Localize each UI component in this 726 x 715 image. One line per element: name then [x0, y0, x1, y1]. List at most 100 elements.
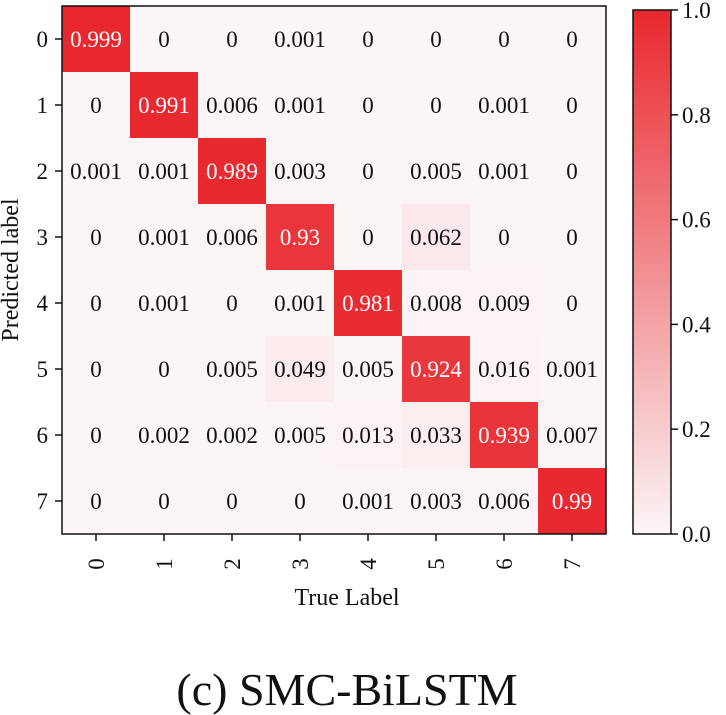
heatmap-cell [538, 336, 607, 403]
x-tick-label: 7 [560, 558, 585, 570]
cell-value-label: 0.001 [138, 225, 190, 250]
colorbar-tick-label: 0.8 [682, 103, 711, 128]
heatmap-cell [334, 336, 403, 403]
cell-value-label: 0.001 [138, 291, 190, 316]
heatmap-cell [266, 6, 335, 73]
y-tick-label: 4 [37, 291, 49, 316]
x-tick-label: 4 [356, 558, 381, 570]
cell-value-label: 0 [158, 357, 170, 382]
y-tick-label: 5 [37, 357, 49, 382]
heatmap-cell [130, 6, 199, 73]
heatmap-cell [62, 336, 131, 403]
heatmap-cell [62, 468, 131, 535]
cell-value-label: 0.005 [206, 357, 258, 382]
cell-value-label: 0.002 [206, 423, 258, 448]
cell-value-label: 0.939 [478, 423, 530, 448]
y-tick-label: 3 [37, 225, 49, 250]
heatmap-cell [470, 468, 539, 535]
heatmap-cell [538, 138, 607, 205]
cell-value-label: 0.001 [138, 159, 190, 184]
heatmap-cell [470, 72, 539, 139]
cell-value-label: 0.005 [342, 357, 394, 382]
heatmap-cell [470, 270, 539, 337]
heatmap-cell [470, 336, 539, 403]
cell-value-label: 0 [90, 225, 102, 250]
heatmap-cell [62, 204, 131, 271]
heatmap-cell [198, 204, 267, 271]
cell-value-label: 0 [158, 27, 170, 52]
heatmap-cell [402, 72, 471, 139]
cell-value-label: 0.001 [274, 27, 326, 52]
x-tick-label: 5 [424, 558, 449, 570]
cell-value-label: 0.006 [478, 489, 530, 514]
cell-value-label: 0.001 [546, 357, 598, 382]
cell-value-label: 0.989 [206, 159, 258, 184]
cell-value-label: 0 [362, 225, 374, 250]
cell-value-label: 0 [90, 489, 102, 514]
heatmap-cell [538, 402, 607, 469]
heatmap-cell [266, 336, 335, 403]
heatmap-cell [198, 138, 267, 205]
cell-value-label: 0 [226, 489, 238, 514]
cell-value-label: 0 [498, 225, 510, 250]
y-tick-label: 0 [37, 27, 49, 52]
x-tick-label: 3 [288, 558, 313, 570]
y-tick-label: 2 [37, 159, 49, 184]
cell-value-label: 0 [362, 159, 374, 184]
heatmap-cell [470, 402, 539, 469]
cell-value-label: 0.049 [274, 357, 326, 382]
cell-value-label: 0.002 [138, 423, 190, 448]
cell-value-label: 0 [430, 93, 442, 118]
heatmap-cell [538, 270, 607, 337]
heatmap-cell [62, 72, 131, 139]
heatmap-cell [538, 468, 607, 535]
heatmap-cell [334, 6, 403, 73]
heatmap-cell [130, 72, 199, 139]
cell-value-label: 0 [566, 27, 578, 52]
plot-frame [61, 5, 607, 535]
heatmap-cell [198, 6, 267, 73]
cell-value-label: 0.003 [274, 159, 326, 184]
x-tick-label: 1 [152, 558, 177, 570]
cell-value-label: 0 [90, 357, 102, 382]
cell-value-label: 0.033 [410, 423, 462, 448]
cell-value-label: 0.008 [410, 291, 462, 316]
heatmap-cell [402, 6, 471, 73]
cell-value-label: 0.999 [70, 27, 122, 52]
cell-value-label: 0 [90, 423, 102, 448]
cell-value-label: 0.001 [70, 159, 122, 184]
heatmap-cell [334, 204, 403, 271]
heatmap-cell [402, 204, 471, 271]
x-tick-label: 6 [492, 558, 517, 570]
heatmap-cell [334, 138, 403, 205]
heatmap-cell [334, 72, 403, 139]
cell-value-label: 0.001 [478, 93, 530, 118]
colorbar-ticks: 0.0 0.2 0.4 0.6 0.8 1.0 [671, 0, 711, 547]
colorbar-tick-label: 0.2 [682, 417, 711, 442]
heatmap-cell [334, 402, 403, 469]
heatmap-cell [198, 270, 267, 337]
cell-value-label: 0 [294, 489, 306, 514]
heatmap-cell [538, 72, 607, 139]
cell-value-label: 0.013 [342, 423, 394, 448]
y-tick-label: 7 [37, 489, 49, 514]
heatmap-cell [62, 270, 131, 337]
cell-value-label: 0.93 [280, 225, 320, 250]
heatmap-cell [266, 72, 335, 139]
heatmap-cell [538, 204, 607, 271]
heatmap-cell [130, 468, 199, 535]
heatmap-cell [198, 72, 267, 139]
colorbar-tick-label: 0.6 [682, 208, 711, 233]
cell-labels: 0.999 0 0 0.001 0 0 0 0 0 0.991 0.006 0.001 0 0 0.001 0… [70, 27, 598, 514]
x-tick-label: 0 [84, 558, 109, 570]
heatmap-cell [198, 468, 267, 535]
colorbar [632, 9, 672, 535]
heatmap-cell [130, 138, 199, 205]
cell-value-label: 0 [362, 93, 374, 118]
heatmap-cell [266, 138, 335, 205]
cell-value-label: 0.005 [410, 159, 462, 184]
cell-value-label: 0.99 [552, 489, 592, 514]
heatmap-cell [198, 402, 267, 469]
cell-value-label: 0.001 [342, 489, 394, 514]
